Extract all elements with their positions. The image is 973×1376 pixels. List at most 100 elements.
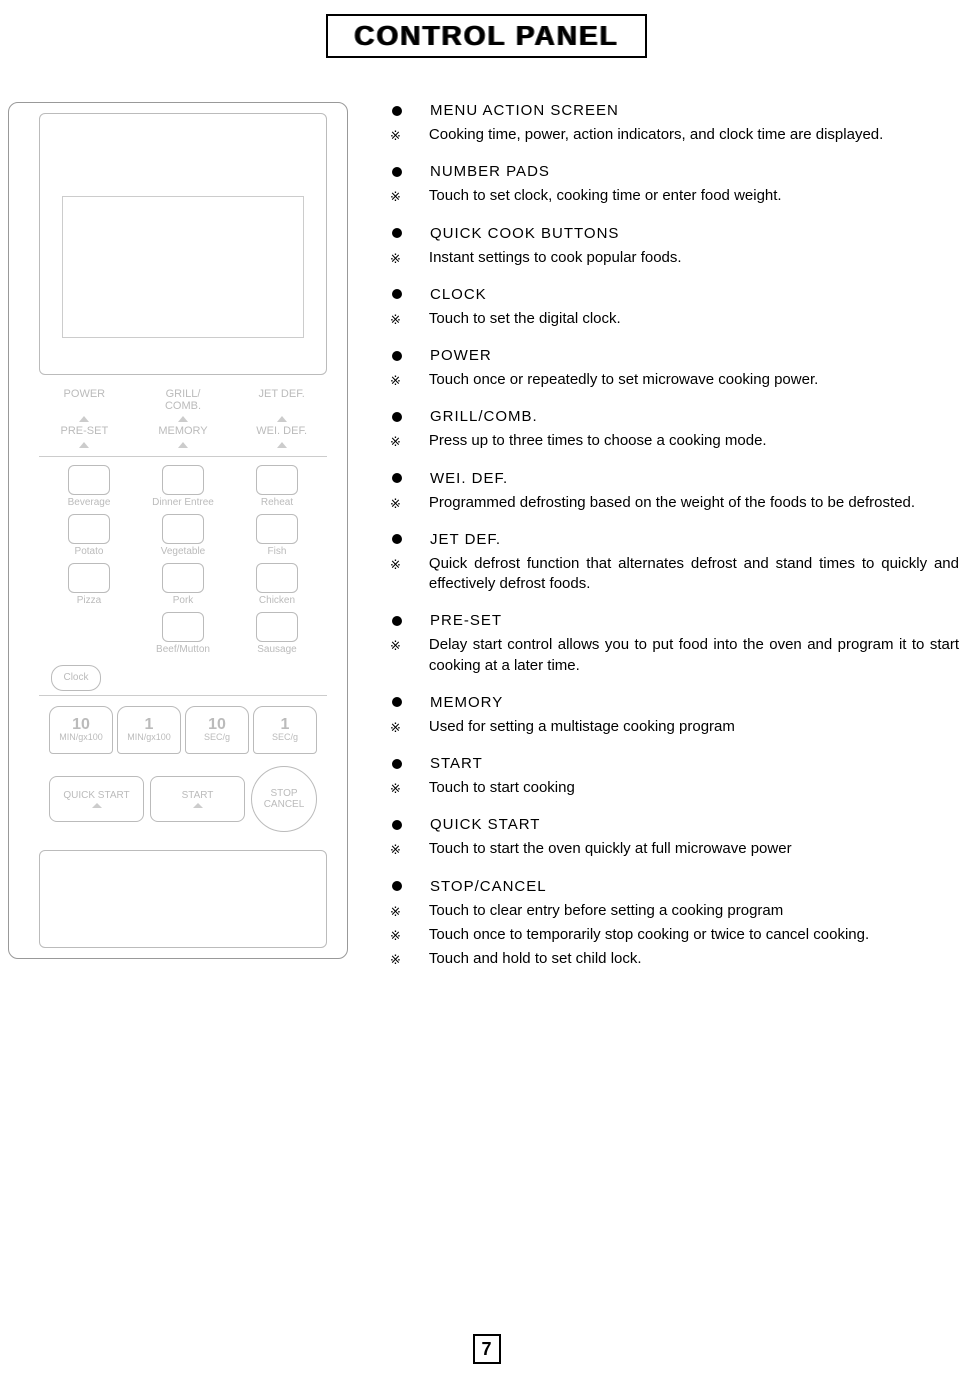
section-heading: GRILL/COMB. [388,408,959,425]
divider [39,456,327,457]
food-label: Pork [173,595,194,606]
food-icon [256,563,298,593]
food-icon [256,465,298,495]
section-line: ※ Delay start control allows you to put f… [388,635,959,676]
section: MEMORY※Used for setting a multistage coo… [388,694,959,737]
section-line: ※Touch to clear entry before setting a c… [388,901,959,921]
food-icon [256,612,298,642]
section-line: ※ Quick defrost function that alternates … [388,554,959,595]
section-title: MEMORY [430,694,503,711]
start-button: START [150,776,245,822]
function-button: POWER [39,389,130,422]
section: START ※Touch to start cooking [388,755,959,798]
quick-cook-button: Fish [235,514,319,557]
bullet-icon [392,820,402,830]
section-text: Used for setting a multistage cooking pr… [429,717,735,737]
section-text: Touch to clear entry before setting a co… [429,901,783,921]
action-row: QUICK START START STOP CANCEL [49,766,317,832]
section: STOP/CANCEL※Touch to clear entry before … [388,878,959,970]
food-label: Dinner Entree [152,497,214,508]
section-title: STOP/CANCEL [430,878,547,895]
reference-mark-icon: ※ [390,951,401,969]
section-heading: NUMBER PADS [388,163,959,180]
section: POWER ※Touch once or repeatedly to set mi… [388,347,959,390]
manual-page: CONTROL PANEL POWERGRILL/COMB.JET DEF.PR… [0,0,973,1376]
quick-cook-button: Pork [141,563,225,606]
menu-action-screen [39,113,327,375]
num-small: SEC/g [204,733,230,743]
reference-mark-icon: ※ [390,927,401,945]
section-title: POWER [430,347,492,364]
number-pad: 10MIN/gx100 [49,706,113,754]
section-line: ※Instant settings to cook popular foods. [388,248,959,268]
bullet-icon [392,412,402,422]
section-line: ※ Touch to start the oven quickly at full… [388,839,959,859]
reference-mark-icon: ※ [390,780,401,798]
stop-cancel-button: STOP CANCEL [251,766,317,832]
tray-area [39,850,327,948]
section-line: ※Touch to start cooking [388,778,959,798]
control-panel-illustration: POWERGRILL/COMB.JET DEF.PRE-SETMEMORYWEI… [8,102,348,987]
section-text: Programmed defrosting based on the weigh… [429,493,915,513]
quick-start-button: QUICK START [49,776,144,822]
section-heading: WEI. DEF. [388,470,959,487]
section-line: ※Press up to three times to choose a coo… [388,431,959,451]
section-text: Cooking time, power, action indicators, … [429,125,883,145]
quick-cook-button: Reheat [235,465,319,508]
descriptions: MENU ACTION SCREEN ※ Cooking time, power, … [388,102,961,987]
section-line: ※Touch once or repeatedly to set microwa… [388,370,959,390]
page-title: CONTROL PANEL [326,14,647,58]
section-heading: CLOCK [388,286,959,303]
reference-mark-icon: ※ [390,841,401,859]
function-button: WEI. DEF. [236,426,327,448]
section-text: Quick defrost function that alternates d… [429,554,959,595]
num-big: 10 [208,716,226,734]
section-text: Touch to start the oven quickly at full … [429,839,792,859]
function-button: JET DEF. [236,389,327,422]
food-label: Vegetable [161,546,206,557]
section: CLOCK ※Touch to set the digital clock. [388,286,959,329]
section: GRILL/COMB. ※Press up to three times to c… [388,408,959,451]
function-button: GRILL/COMB. [138,389,229,422]
food-label: Potato [75,546,104,557]
number-pad: 10SEC/g [185,706,249,754]
quick-cook-button: Beef/Mutton [141,612,225,655]
bullet-icon [392,106,402,116]
quick-cook-button: Sausage [235,612,319,655]
food-label: Sausage [257,644,296,655]
number-pad-grid: 10MIN/gx1001MIN/gx10010SEC/g1SEC/g [49,706,317,754]
section: PRE-SET※Delay start control allows you t… [388,612,959,676]
section-heading: START [388,755,959,772]
stop-label-2: CANCEL [264,799,305,810]
section-heading: MENU ACTION SCREEN [388,102,959,119]
quick-cook-button: Beverage [47,465,131,508]
section: QUICK COOK BUTTONS ※Instant settings to c… [388,225,959,268]
food-icon [162,514,204,544]
section-heading: POWER [388,347,959,364]
bullet-icon [392,167,402,177]
section: MENU ACTION SCREEN※Cooking time, power, … [388,102,959,145]
section-text: Delay start control allows you to put fo… [429,635,959,676]
bullet-icon [392,473,402,483]
section: QUICK START ※ Touch to start the oven quic… [388,816,959,859]
num-small: SEC/g [272,733,298,743]
function-button: PRE-SET [39,426,130,448]
food-label: Beef/Mutton [156,644,210,655]
section-line: ※ Touch once to temporarily stop cooking … [388,925,959,945]
bullet-icon [392,881,402,891]
section-text: Touch once to temporarily stop cooking o… [429,925,869,945]
food-label: Chicken [259,595,295,606]
section-heading: QUICK COOK BUTTONS [388,225,959,242]
number-pad: 1SEC/g [253,706,317,754]
section-line: ※Touch to set the digital clock. [388,309,959,329]
title-wrap: CONTROL PANEL [12,14,961,58]
reference-mark-icon: ※ [390,556,401,574]
reference-mark-icon: ※ [390,637,401,655]
section-heading: QUICK START [388,816,959,833]
section-line: ※Touch and hold to set child lock. [388,949,959,969]
food-icon [256,514,298,544]
reference-mark-icon: ※ [390,495,401,513]
section-line: ※Touch to set clock, cooking time or ent… [388,186,959,206]
food-icon [162,563,204,593]
food-label: Beverage [68,497,111,508]
